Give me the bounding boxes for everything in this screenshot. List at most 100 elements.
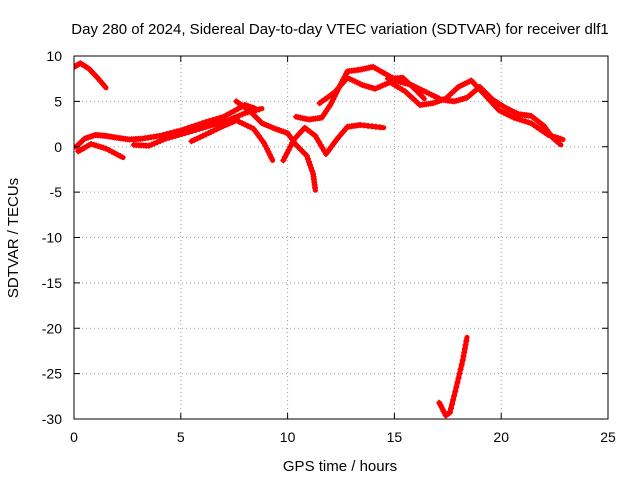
data-point (166, 134, 173, 141)
data-point (451, 392, 458, 399)
data-point (209, 117, 216, 123)
data-point (317, 141, 324, 148)
data-point (519, 117, 526, 124)
series-track-morning (130, 106, 265, 149)
data-point (516, 116, 523, 123)
data-point (308, 164, 315, 171)
data-series (74, 60, 566, 419)
data-point (449, 401, 456, 408)
series-track-short (385, 74, 427, 102)
y-tick-label: -15 (42, 275, 62, 291)
data-point (309, 167, 316, 174)
data-point (231, 107, 238, 114)
x-tick-label: 20 (493, 429, 509, 445)
data-point (151, 140, 158, 147)
data-point (312, 184, 318, 191)
data-point (207, 122, 213, 129)
x-tick-label: 15 (387, 429, 403, 445)
data-point (419, 93, 426, 100)
x-tick-label: 0 (70, 429, 78, 445)
data-point (450, 396, 457, 403)
y-tick-label: 5 (54, 93, 62, 109)
data-point (234, 105, 241, 112)
y-tick-label: -30 (42, 411, 62, 427)
data-point (175, 132, 182, 138)
data-point (376, 124, 383, 131)
data-point (307, 161, 313, 168)
data-point (285, 146, 292, 153)
data-point (511, 114, 517, 121)
data-point (455, 375, 462, 382)
data-point (182, 130, 189, 137)
y-tick-label: 0 (54, 139, 62, 155)
data-point (289, 140, 296, 146)
grid-lines (74, 56, 608, 419)
x-tick-label: 5 (177, 429, 185, 445)
series-track-morning-b (188, 117, 276, 163)
data-point (101, 83, 108, 90)
y-tick-label: 10 (46, 48, 62, 64)
data-point (304, 155, 311, 162)
data-point (454, 379, 461, 386)
data-point (148, 141, 155, 148)
data-point (185, 129, 192, 136)
data-point (162, 135, 169, 142)
series-track (317, 75, 566, 142)
series-track-early-high (74, 60, 109, 91)
data-point (199, 124, 206, 131)
data-point (178, 131, 185, 137)
data-point (306, 158, 312, 165)
data-point (303, 152, 310, 159)
data-point (214, 120, 221, 127)
x-tick-label: 10 (280, 429, 296, 445)
data-point (283, 150, 290, 157)
data-point (236, 112, 243, 119)
series-track-midday-b (280, 122, 387, 164)
data-point (227, 109, 234, 116)
y-axis-label: SDTVAR / TECUs (5, 178, 22, 298)
chart-title: Day 280 of 2024, Sidereal Day-to-day VTE… (71, 21, 608, 38)
axis-ticks: 0 5 10 15 20 25 -30 -25 -20 -15 -10 -5 0 5 10 (42, 48, 616, 445)
data-point (448, 405, 454, 412)
data-point (203, 123, 210, 130)
data-point (557, 135, 564, 142)
data-point (192, 127, 199, 133)
data-point (210, 121, 217, 128)
data-point (189, 128, 196, 134)
data-point (282, 153, 289, 160)
data-point (525, 119, 532, 126)
y-tick-label: -20 (42, 320, 62, 336)
data-point (154, 139, 161, 146)
data-point (446, 409, 453, 416)
y-tick-label: -10 (42, 230, 62, 246)
data-point (157, 138, 164, 144)
data-point (280, 157, 287, 164)
data-point (456, 370, 463, 377)
data-point (463, 338, 470, 345)
data-point (287, 143, 294, 150)
series-track-early-dip (75, 141, 126, 161)
data-point (196, 125, 203, 132)
data-point (452, 388, 459, 395)
y-tick-label: -25 (42, 366, 62, 382)
x-tick-label: 25 (600, 429, 616, 445)
data-point (169, 133, 176, 140)
data-point (458, 361, 465, 368)
data-point (241, 110, 248, 117)
data-point (224, 111, 231, 118)
data-point (117, 153, 124, 160)
data-point (457, 366, 464, 373)
data-point (172, 132, 179, 139)
data-point (268, 154, 275, 161)
x-axis-label: GPS time / hours (283, 458, 397, 475)
series-track-evening-low (436, 334, 470, 419)
series-track-afternoon-b (316, 74, 566, 142)
y-tick-label: -5 (50, 184, 63, 200)
data-point (513, 115, 520, 122)
data-point (160, 136, 166, 143)
data-point (522, 118, 529, 125)
data-point (239, 111, 245, 118)
data-point (145, 142, 152, 149)
data-point (156, 132, 163, 139)
